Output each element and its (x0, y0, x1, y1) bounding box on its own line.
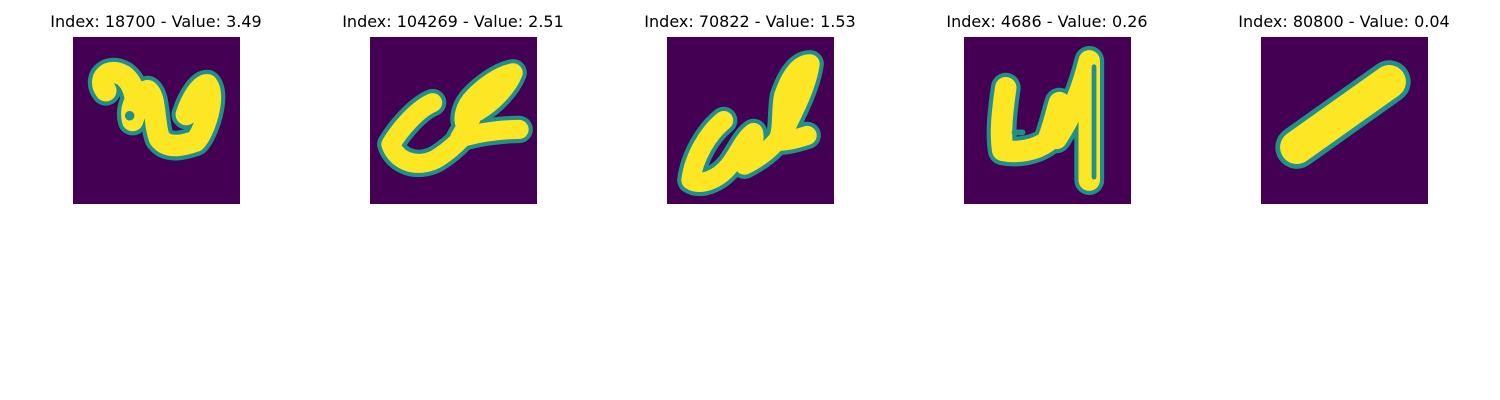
panel-title: Index: 70822 - Value: 1.53 (644, 12, 856, 31)
panel-2: Index: 104269 - Value: 2.51 (323, 0, 583, 210)
digit-image (73, 37, 240, 204)
panel-title: Index: 18700 - Value: 3.49 (50, 12, 262, 31)
digit-image (964, 37, 1131, 204)
digit-image (370, 37, 537, 204)
digit-glyph (1275, 60, 1411, 169)
digit-glyph (377, 59, 533, 177)
digit-glyph (677, 50, 824, 197)
digit-glyph (88, 57, 226, 161)
panel-4: Index: 4686 - Value: 0.26 (917, 0, 1177, 210)
panel-1: Index: 18700 - Value: 3.49 (26, 0, 286, 210)
panel-5: Index: 80800 - Value: 0.04 (1214, 0, 1474, 210)
digit-image (1261, 37, 1428, 204)
panel-title: Index: 104269 - Value: 2.51 (342, 12, 564, 31)
digit-glyph (986, 45, 1105, 196)
panel-title: Index: 4686 - Value: 0.26 (946, 12, 1148, 31)
panel-title: Index: 80800 - Value: 0.04 (1238, 12, 1450, 31)
panel-3: Index: 70822 - Value: 1.53 (620, 0, 880, 210)
digit-image (667, 37, 834, 204)
